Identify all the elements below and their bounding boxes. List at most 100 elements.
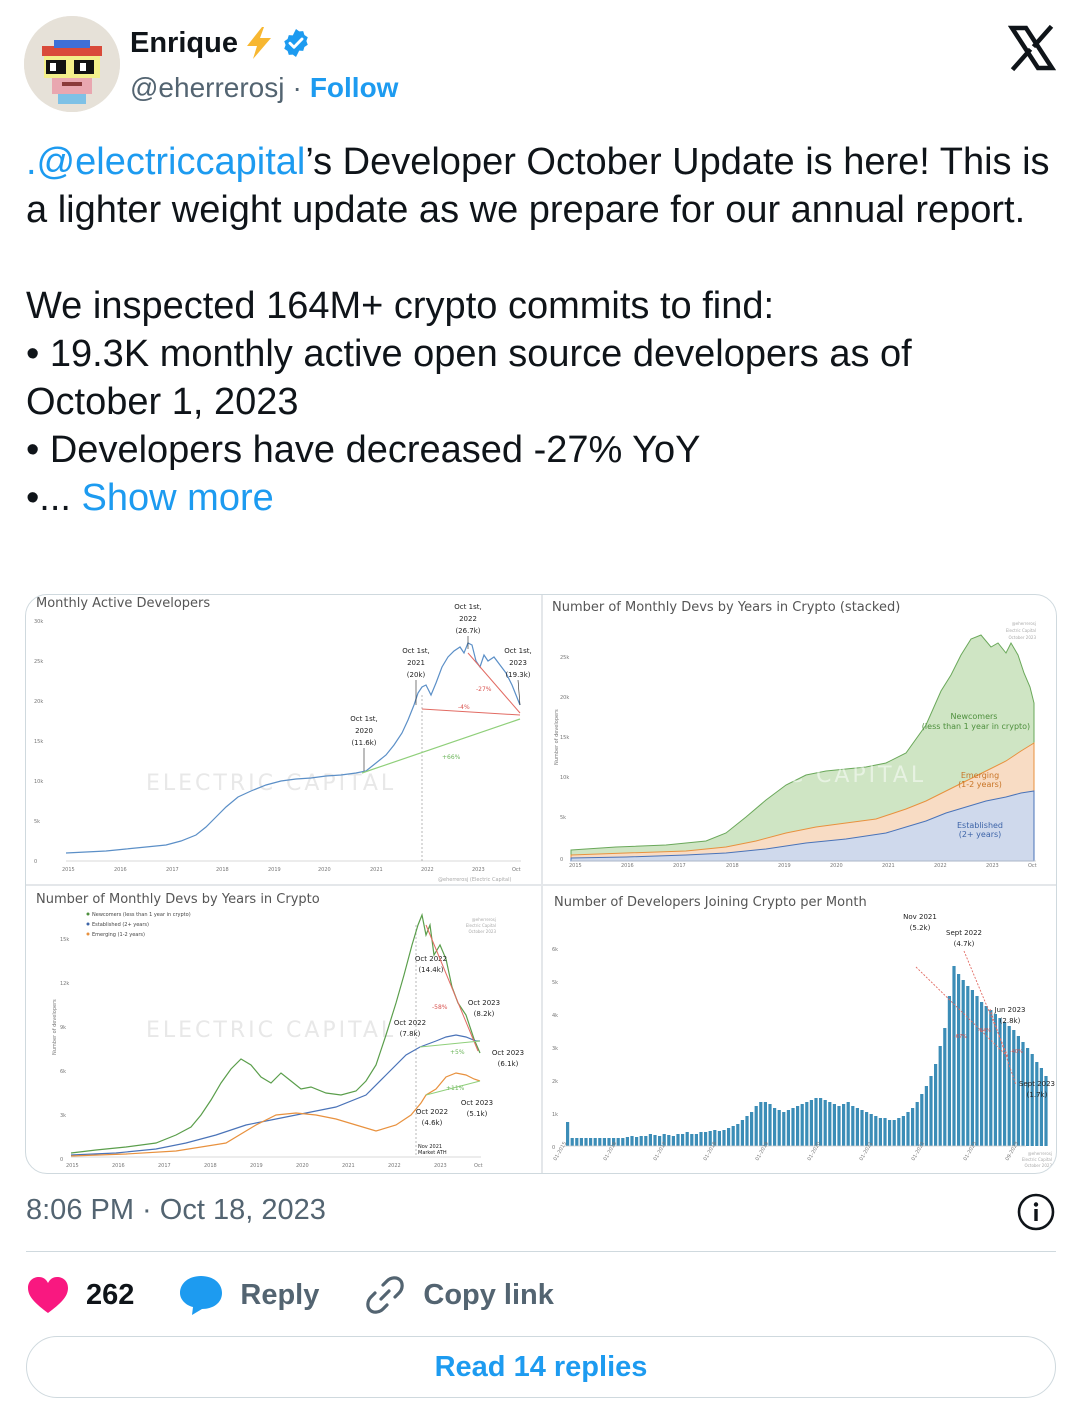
chart4-bar [786, 1110, 790, 1146]
chart4-bar [593, 1138, 597, 1146]
info-icon[interactable] [1016, 1192, 1056, 1232]
chart2-ytick: 5k [560, 815, 566, 821]
chart4-bar [874, 1116, 878, 1146]
chart3-xtick: 2015 [66, 1163, 79, 1169]
chart1-xtick: 2021 [370, 867, 383, 873]
chart4-bar [768, 1104, 772, 1146]
chart3-legend-item: Emerging (1-2 years) [92, 932, 145, 938]
copy-link-button[interactable]: Copy link [363, 1273, 554, 1317]
chart4-bar [911, 1108, 915, 1146]
chart4-bar [924, 1086, 928, 1146]
chart3-ann-oct2023-est: Oct 2023 [492, 1049, 524, 1057]
chart2-label-emerging: (1-2 years) [958, 780, 1002, 789]
chart4-credit: Electric Capital [1022, 1157, 1052, 1162]
avatar[interactable] [24, 16, 120, 112]
chart4-ann-sept2023: Sept 2023 [1019, 1080, 1055, 1088]
chart4-bar [745, 1116, 749, 1146]
chart4-xtick: 01-2020 [807, 1141, 823, 1162]
chart4-bar [920, 1094, 924, 1146]
tweet-text-body: ’s Developer October Update is here! Thi… [26, 141, 1050, 231]
chart1-ytick: 5k [34, 819, 40, 825]
chart4-bar [947, 996, 951, 1146]
chart1-ytick: 30k [34, 619, 43, 625]
chart1-ann-2020: 2020 [355, 727, 373, 735]
x-logo-icon[interactable] [1008, 24, 1056, 72]
chart2-xtick: 2021 [882, 863, 895, 869]
chart2-xtick: 2020 [830, 863, 843, 869]
chart1-ytick: 10k [34, 779, 43, 785]
chart4-bar [722, 1130, 726, 1146]
chart4-bar [1026, 1048, 1030, 1146]
chart2-credit: @eherrerosj [1012, 621, 1036, 626]
chart4-bar [957, 974, 961, 1146]
chart3-ytick: 3k [60, 1113, 66, 1119]
media-image[interactable]: Monthly Active Developers 30k 25k 20k 15… [25, 594, 1057, 1174]
chart4-bar [855, 1108, 859, 1146]
tweet-bullet-2: • Developers have decreased -27% YoY [26, 429, 701, 471]
chart3-pct-5: +5% [450, 1049, 465, 1056]
link-icon [366, 1276, 405, 1314]
chart4-bar [616, 1138, 620, 1146]
chart4-bar [915, 1102, 919, 1146]
chart4-bar [662, 1134, 666, 1146]
chart4-bar [575, 1138, 579, 1146]
tweet-text: .@electriccapital’s Developer October Up… [26, 138, 1056, 522]
show-more-link[interactable]: Show more [81, 477, 274, 519]
chart4-ytick: 2k [552, 1079, 558, 1085]
chart3-line-newcomers [70, 912, 481, 1154]
chart4-bar [1012, 1030, 1016, 1146]
chart4-bar [658, 1136, 662, 1146]
chart4-bar [740, 1120, 744, 1146]
follow-button[interactable]: Follow [309, 72, 399, 103]
chart4-bar [1044, 1076, 1048, 1146]
chart2-label-newcomers: Newcomers [951, 712, 998, 721]
chart4-bar [929, 1076, 933, 1146]
tweet-timestamp[interactable]: 8:06 PM · Oct 18, 2023 [26, 1194, 326, 1226]
chart2-xtick: Oct [1028, 863, 1037, 869]
chart4-pct-64: -64% [978, 1028, 991, 1034]
chart1-pct-27: -27% [476, 686, 492, 693]
chart4-bar [975, 996, 979, 1146]
chart2-xtick: 2017 [673, 863, 686, 869]
chart2-label-established: Established [957, 821, 1003, 830]
chart2-ytick: 0 [560, 857, 563, 863]
chart4-bar [823, 1100, 827, 1146]
chart1-ann-2023: 2023 [509, 659, 527, 667]
chart4-bar [612, 1138, 616, 1146]
chart3-ann-oct2023-emer: (5.1k) [467, 1110, 488, 1118]
display-name[interactable]: Enrique [130, 26, 238, 59]
separator: · [292, 72, 302, 103]
handle[interactable]: @eherrerosj [130, 72, 285, 103]
chart4-bar [993, 1014, 997, 1146]
chart4-bar [796, 1106, 800, 1146]
reply-button[interactable]: Reply [178, 1274, 319, 1316]
read-replies-button[interactable]: Read 14 replies [26, 1336, 1056, 1398]
chart3-ytick: 15k [60, 937, 69, 943]
chart4-ann-jun2023: (2.8k) [1000, 1017, 1021, 1025]
chart4-xtick: 01-2023 [963, 1141, 979, 1162]
chart2-ytick: 15k [560, 735, 569, 741]
chart4-ytick: 0 [552, 1145, 555, 1151]
chart4-bar [837, 1106, 841, 1146]
like-button[interactable]: 262 [26, 1275, 134, 1315]
chart1-pct-4: -4% [458, 704, 470, 711]
heart-icon [28, 1277, 68, 1313]
chart-monthly-active-developers: Monthly Active Developers 30k 25k 20k 15… [34, 596, 532, 883]
chart4-bar [809, 1100, 813, 1146]
chart1-xtick: 2018 [216, 867, 229, 873]
chart2-label-emerging: Emerging [961, 771, 999, 780]
bullet-prefix: •... [26, 477, 71, 519]
chart4-bar [690, 1134, 694, 1146]
chart1-xtick: Oct [512, 867, 521, 873]
chart4-bar [800, 1104, 804, 1146]
chart1-xtick: 2017 [166, 867, 179, 873]
chart1-ann-2023: (19.3k) [505, 671, 530, 679]
chart2-credit: October 2023 [1009, 635, 1037, 640]
chart4-bar [731, 1126, 735, 1146]
tweet-bullet-3: •... Show more [26, 474, 1056, 522]
mention-link[interactable]: .@electriccapital [26, 141, 306, 183]
chart2-xtick: 2023 [986, 863, 999, 869]
chart3-pct-58: -58% [432, 1004, 448, 1011]
chart1-credit: @eherrerosj (Electric Capital) [438, 877, 511, 883]
chart4-bar [860, 1110, 864, 1146]
